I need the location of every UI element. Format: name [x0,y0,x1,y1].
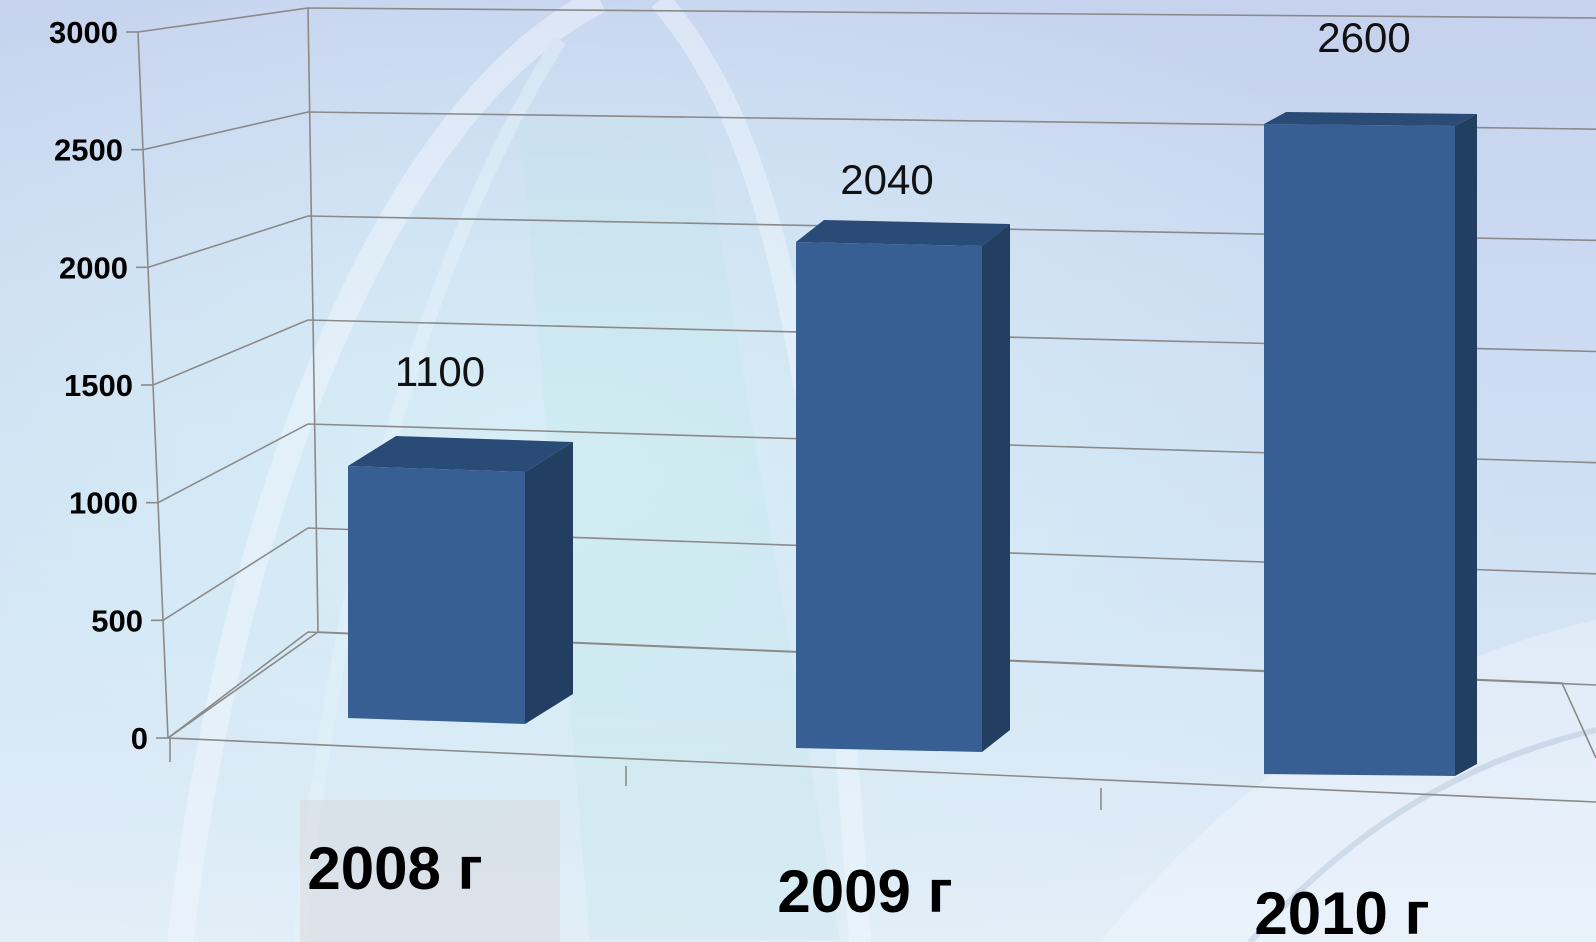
bar-2009 г [796,220,1010,752]
bar-side-face [525,442,573,724]
bars [348,112,1477,776]
gridline [162,527,1596,622]
labels: 0 500 1000 1500 2000 2500 3000 1100 2008 г 2040 20… [49,14,1430,942]
data-label: 2040 [840,156,933,203]
floor-back-edge [317,631,1596,759]
x-category-label: 2009 г [777,858,952,925]
bar-front-face [796,242,982,752]
bar-front-face [1264,124,1455,776]
data-label: 2600 [1317,14,1410,61]
bar-front-face [348,466,525,724]
y-tick-label: 1000 [69,486,138,521]
bar-2008 г [348,436,573,724]
gridline [137,7,1596,33]
y-tick-label: 2500 [54,133,123,168]
floor-left-edge [167,631,319,739]
x-axis-line [167,737,1596,803]
bar-top-face [1264,112,1477,126]
gridline [152,319,1596,386]
back-axis-line [307,7,319,633]
y-tick-label: 1500 [64,368,133,403]
y-tick-label: 500 [91,603,143,638]
y-tick-label: 3000 [49,15,118,50]
bar-top-face [348,436,573,472]
gridlines [137,7,1596,739]
y-tick-label: 2000 [59,250,128,285]
gridline [157,423,1596,504]
bar-side-face [982,224,1010,752]
bar-top-face [796,220,1010,246]
axes [126,7,1596,810]
x-category-label: 2008 г [307,835,482,902]
y-tick-label: 0 [131,721,148,756]
data-label: 1100 [395,348,485,395]
bar-2010 г [1264,112,1477,776]
bar-side-face [1455,114,1477,776]
x-category-label: 2010 г [1254,880,1429,942]
y-axis-line [137,31,169,739]
gridline [142,111,1596,151]
gridline [147,215,1596,269]
